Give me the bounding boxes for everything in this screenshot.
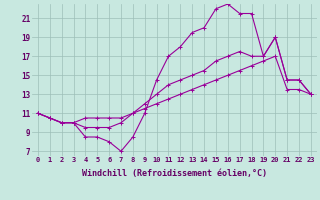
- X-axis label: Windchill (Refroidissement éolien,°C): Windchill (Refroidissement éolien,°C): [82, 169, 267, 178]
